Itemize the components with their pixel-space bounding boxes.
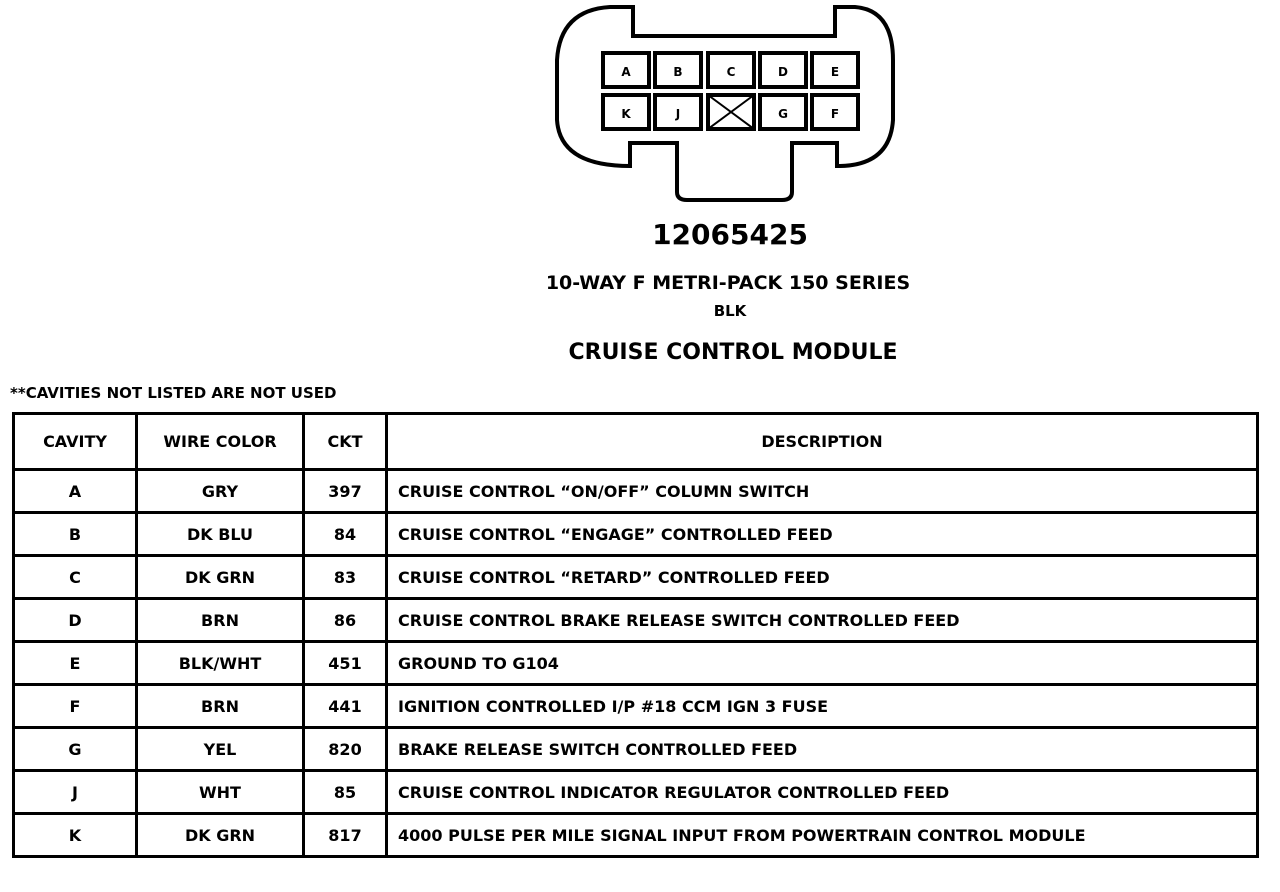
module-name: CRUISE CONTROL MODULE [568, 340, 898, 365]
table-row: K DK GRN 817 4000 PULSE PER MILE SIGNAL INP… [12, 812, 1259, 858]
part-number: 12065425 [652, 218, 808, 251]
cavity-label: B [673, 65, 682, 79]
header-cavity: CAVITY [12, 412, 138, 471]
description-cell: CRUISE CONTROL “RETARD” CONTROLLED FEED [385, 554, 1259, 600]
wire-color-cell: GRY [135, 468, 305, 514]
cavity-label: G [778, 107, 788, 121]
wire-color-cell: BLK/WHT [135, 640, 305, 686]
ckt-cell: 820 [302, 726, 388, 772]
cavity-box [601, 51, 651, 89]
description-cell: 4000 PULSE PER MILE SIGNAL INPUT FROM PO… [385, 812, 1259, 858]
cavity-cell: J [12, 769, 138, 815]
description-cell: CRUISE CONTROL “ENGAGE” CONTROLLED FEED [385, 511, 1259, 557]
table-row: C DK GRN 83 CRUISE CONTROL “RETARD” CONTROL… [12, 554, 1259, 600]
wire-color-cell: BRN [135, 597, 305, 643]
cavity-box [653, 51, 703, 89]
wire-color-cell: DK BLU [135, 511, 305, 557]
table-row: G YEL 820 BRAKE RELEASE SWITCH CONTROLLED F… [12, 726, 1259, 772]
ckt-cell: 84 [302, 511, 388, 557]
cavity-label: A [621, 65, 631, 79]
cavity-box [706, 93, 756, 131]
cavity-note: **CAVITIES NOT LISTED ARE NOT USED [10, 384, 337, 402]
cavity-box [653, 93, 703, 131]
cavity-cell: E [12, 640, 138, 686]
wire-color-cell: DK GRN [135, 812, 305, 858]
cavity-label: F [831, 107, 839, 121]
cavity-cell: A [12, 468, 138, 514]
unused-cavity-x-icon [707, 94, 755, 130]
cavity-box [810, 93, 860, 131]
cavity-cell: C [12, 554, 138, 600]
cavity-cell: B [12, 511, 138, 557]
cavity-box [706, 51, 756, 89]
cavity-box [810, 51, 860, 89]
cavity-cell: K [12, 812, 138, 858]
ckt-cell: 83 [302, 554, 388, 600]
table-row: D BRN 86 CRUISE CONTROL BRAKE RELEASE SWITC… [12, 597, 1259, 643]
connector-diagram: A B C D E K J G F [555, 5, 895, 202]
wire-color-cell: WHT [135, 769, 305, 815]
table-row: B DK BLU 84 CRUISE CONTROL “ENGAGE” CONTROL… [12, 511, 1259, 557]
wire-color-cell: YEL [135, 726, 305, 772]
cavity-cell: G [12, 726, 138, 772]
wire-color-cell: BRN [135, 683, 305, 729]
cavity-label: D [778, 65, 788, 79]
connector-outline [555, 5, 895, 202]
ckt-cell: 86 [302, 597, 388, 643]
cavity-box [758, 51, 808, 89]
connector-color: BLK [713, 302, 747, 320]
connector-series: 10-WAY F METRI-PACK 150 SERIES [545, 272, 911, 294]
cavity-label: E [831, 65, 839, 79]
table-header-row: CAVITY WIRE COLOR CKT DESCRIPTION [12, 412, 1259, 471]
cavity-label: K [621, 107, 631, 121]
description-cell: GROUND TO G104 [385, 640, 1259, 686]
header-ckt: CKT [302, 412, 388, 471]
wire-color-cell: DK GRN [135, 554, 305, 600]
cavity-label: J [675, 107, 680, 121]
ckt-cell: 85 [302, 769, 388, 815]
cavity-box [758, 93, 808, 131]
table-row: F BRN 441 IGNITION CONTROLLED I/P #18 CCM I… [12, 683, 1259, 729]
table-row: A GRY 397 CRUISE CONTROL “ON/OFF” COLUMN SW… [12, 468, 1259, 514]
description-cell: CRUISE CONTROL INDICATOR REGULATOR CONTR… [385, 769, 1259, 815]
description-cell: CRUISE CONTROL BRAKE RELEASE SWITCH CONT… [385, 597, 1259, 643]
ckt-cell: 441 [302, 683, 388, 729]
cavity-cell: D [12, 597, 138, 643]
table-row: J WHT 85 CRUISE CONTROL INDICATOR REGULATOR… [12, 769, 1259, 815]
table-row: E BLK/WHT 451 GROUND TO G104 [12, 640, 1259, 686]
cavity-label: C [727, 65, 736, 79]
ckt-cell: 397 [302, 468, 388, 514]
pinout-table: CAVITY WIRE COLOR CKT DESCRIPTION A GRY 39… [12, 412, 1259, 858]
ckt-cell: 451 [302, 640, 388, 686]
cavity-box [601, 93, 651, 131]
description-cell: BRAKE RELEASE SWITCH CONTROLLED FEED [385, 726, 1259, 772]
description-cell: CRUISE CONTROL “ON/OFF” COLUMN SWITCH [385, 468, 1259, 514]
ckt-cell: 817 [302, 812, 388, 858]
header-description: DESCRIPTION [385, 412, 1259, 471]
header-wire-color: WIRE COLOR [135, 412, 305, 471]
description-cell: IGNITION CONTROLLED I/P #18 CCM IGN 3 FU… [385, 683, 1259, 729]
cavity-cell: F [12, 683, 138, 729]
